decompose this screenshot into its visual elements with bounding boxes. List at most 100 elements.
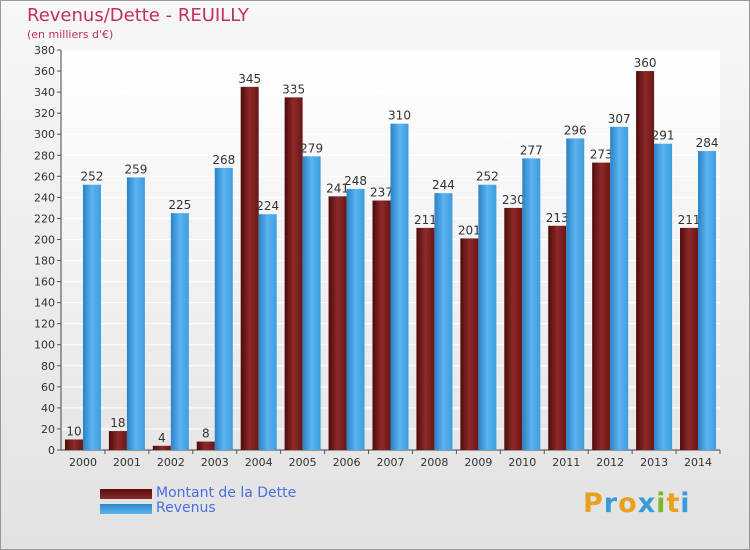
y-tick-label: 120 xyxy=(34,318,55,331)
bar-dette xyxy=(460,238,479,450)
data-label-revenus: 252 xyxy=(81,170,104,184)
y-tick-label: 60 xyxy=(41,381,55,394)
data-label-revenus: 224 xyxy=(256,199,279,213)
y-tick-label: 280 xyxy=(34,149,55,162)
y-tick-label: 140 xyxy=(34,297,55,310)
legend-swatch-dette xyxy=(100,489,152,499)
legend-label-revenus: Revenus xyxy=(156,500,216,516)
y-tick-label: 160 xyxy=(34,276,55,289)
data-label-dette: 335 xyxy=(282,82,305,96)
data-label-dette: 4 xyxy=(158,431,166,445)
data-label-revenus: 268 xyxy=(212,153,235,167)
bar-revenus xyxy=(82,184,101,450)
legend-swatch-revenus xyxy=(100,504,152,514)
bar-dette xyxy=(504,207,523,450)
x-tick-label: 2013 xyxy=(640,456,668,469)
data-label-dette: 273 xyxy=(590,148,613,162)
bar-dette xyxy=(328,196,347,450)
data-label-revenus: 279 xyxy=(300,141,323,155)
x-tick-label: 2008 xyxy=(420,456,448,469)
data-label-dette: 230 xyxy=(502,193,525,207)
data-label-dette: 241 xyxy=(326,181,349,195)
x-tick-label: 2000 xyxy=(69,456,97,469)
bar-dette xyxy=(152,445,171,450)
data-label-dette: 360 xyxy=(634,56,657,70)
bar-dette xyxy=(196,441,215,450)
x-tick-label: 2006 xyxy=(333,456,361,469)
data-label-dette: 213 xyxy=(546,211,569,225)
data-label-dette: 18 xyxy=(110,416,125,430)
bar-dette xyxy=(636,71,655,450)
data-label-dette: 201 xyxy=(458,223,481,237)
data-label-dette: 237 xyxy=(370,186,393,200)
y-tick-label: 40 xyxy=(41,402,55,415)
data-label-revenus: 225 xyxy=(168,198,191,212)
data-label-dette: 8 xyxy=(202,427,210,441)
bar-revenus xyxy=(390,123,409,451)
data-label-dette: 10 xyxy=(66,424,81,438)
data-label-revenus: 307 xyxy=(608,112,631,126)
bar-dette xyxy=(592,162,611,450)
x-tick-label: 2002 xyxy=(157,456,185,469)
bar-revenus xyxy=(346,188,365,450)
data-label-revenus: 296 xyxy=(564,123,587,137)
bar-revenus xyxy=(258,214,277,450)
bar-dette xyxy=(108,431,127,450)
data-label-revenus: 244 xyxy=(432,178,455,192)
data-label-dette: 211 xyxy=(414,213,437,227)
bar-revenus xyxy=(610,126,629,450)
y-tick-label: 240 xyxy=(34,191,55,204)
bar-revenus xyxy=(214,167,233,451)
bar-dette xyxy=(372,200,391,450)
bar-dette xyxy=(64,439,83,450)
bar-dette xyxy=(284,97,303,451)
bar-revenus xyxy=(654,143,673,450)
data-label-revenus: 259 xyxy=(124,162,147,176)
x-tick-label: 2012 xyxy=(596,456,624,469)
data-label-revenus: 291 xyxy=(652,129,675,143)
bar-revenus xyxy=(302,156,321,450)
data-label-revenus: 248 xyxy=(344,174,367,188)
x-tick-label: 2010 xyxy=(508,456,536,469)
chart-title: Revenus/Dette - REUILLY xyxy=(27,5,249,26)
x-tick-label: 2004 xyxy=(245,456,273,469)
bar-dette xyxy=(548,225,567,450)
y-tick-label: 100 xyxy=(34,339,55,352)
legend-label-dette: Montant de la Dette xyxy=(156,485,297,501)
bar-revenus xyxy=(126,177,145,451)
y-tick-label: 220 xyxy=(34,212,55,225)
data-label-revenus: 252 xyxy=(476,170,499,184)
data-label-dette: 345 xyxy=(238,72,261,86)
data-label-revenus: 310 xyxy=(388,109,411,123)
bar-dette xyxy=(240,86,259,450)
data-label-revenus: 277 xyxy=(520,143,543,157)
x-tick-label: 2003 xyxy=(201,456,229,469)
y-tick-label: 260 xyxy=(34,170,55,183)
x-tick-label: 2009 xyxy=(464,456,492,469)
data-label-dette: 211 xyxy=(678,213,701,227)
y-tick-label: 380 xyxy=(34,44,55,57)
bar-revenus xyxy=(566,138,585,450)
bar-revenus xyxy=(434,193,453,450)
bar-revenus xyxy=(522,158,541,450)
proxiti-logo: Proxiti xyxy=(583,488,691,519)
bar-revenus xyxy=(478,184,497,450)
y-tick-label: 180 xyxy=(34,255,55,268)
bar-revenus xyxy=(698,151,717,451)
chart-subtitle: (en milliers d'€) xyxy=(27,28,114,41)
y-tick-label: 20 xyxy=(41,423,55,436)
y-tick-label: 0 xyxy=(48,444,55,457)
y-tick-label: 80 xyxy=(41,360,55,373)
bar-dette xyxy=(416,227,435,450)
y-tick-label: 340 xyxy=(34,86,55,99)
bar-dette xyxy=(680,227,699,450)
bar-revenus xyxy=(170,213,189,450)
data-label-revenus: 284 xyxy=(696,136,719,150)
x-tick-label: 2005 xyxy=(289,456,317,469)
y-tick-label: 360 xyxy=(34,65,55,78)
x-tick-label: 2001 xyxy=(113,456,141,469)
y-tick-label: 320 xyxy=(34,107,55,120)
x-tick-label: 2011 xyxy=(552,456,580,469)
x-tick-label: 2014 xyxy=(684,456,712,469)
